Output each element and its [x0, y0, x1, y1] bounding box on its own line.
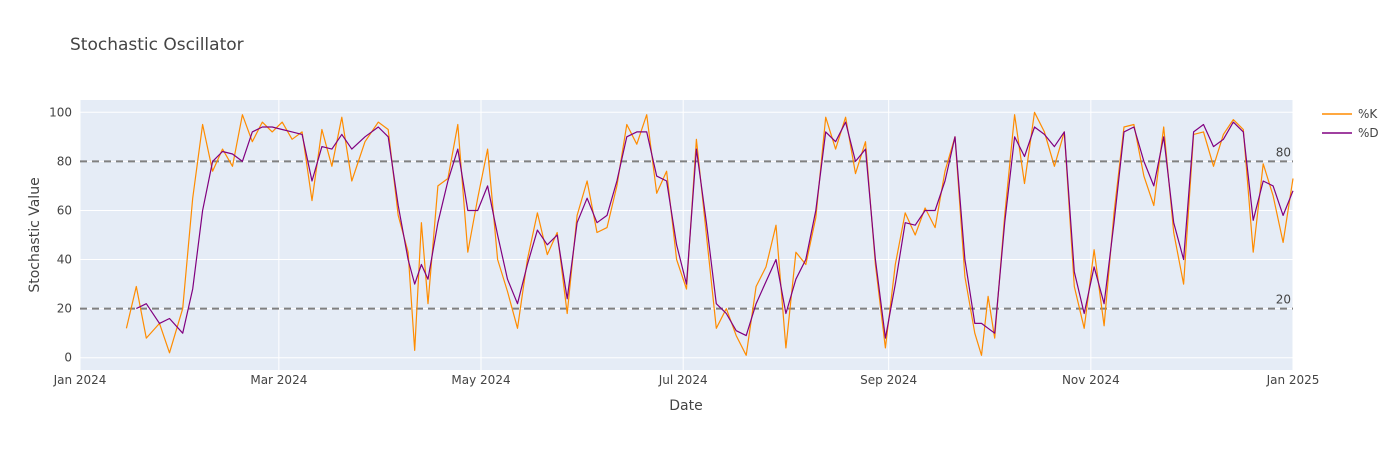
y-axis-title: Stochastic Value: [27, 177, 43, 292]
x-tick-label: Jul 2024: [658, 373, 708, 387]
reference-label-80: 80: [1276, 145, 1291, 159]
x-tick-label: Jan 2025: [1266, 373, 1320, 387]
series-line-pct-d: [136, 121, 1294, 339]
series-line-pct-k: [125, 111, 1294, 356]
x-tick-label: May 2024: [451, 373, 510, 387]
y-tick-label: 60: [57, 203, 72, 217]
x-tick-label: Mar 2024: [250, 373, 307, 387]
x-axis-title: Date: [669, 398, 702, 414]
y-tick-labels: 0 20 40 60 80 100: [49, 105, 72, 364]
x-tick-label: Nov 2024: [1062, 373, 1120, 387]
y-tick-label: 100: [49, 105, 72, 119]
x-tick-label: Sep 2024: [860, 373, 917, 387]
legend[interactable]: %K %D: [1322, 107, 1379, 140]
series-layer: [125, 111, 1294, 356]
y-tick-label: 0: [64, 351, 72, 365]
reference-label-20: 20: [1276, 293, 1291, 307]
y-tick-label: 20: [57, 302, 72, 316]
y-tick-label: 80: [57, 154, 72, 168]
legend-label-pct-d: %D: [1358, 126, 1379, 140]
plot-background: [80, 100, 1293, 370]
x-tick-labels: Jan 2024 Mar 2024 May 2024 Jul 2024 Sep 2024…: [53, 373, 1320, 387]
x-tick-label: Jan 2024: [53, 373, 107, 387]
reference-lines: 80 20: [80, 145, 1293, 310]
legend-label-pct-k: %K: [1358, 107, 1378, 121]
chart-title: Stochastic Oscillator: [70, 35, 244, 55]
y-tick-label: 40: [57, 253, 72, 267]
